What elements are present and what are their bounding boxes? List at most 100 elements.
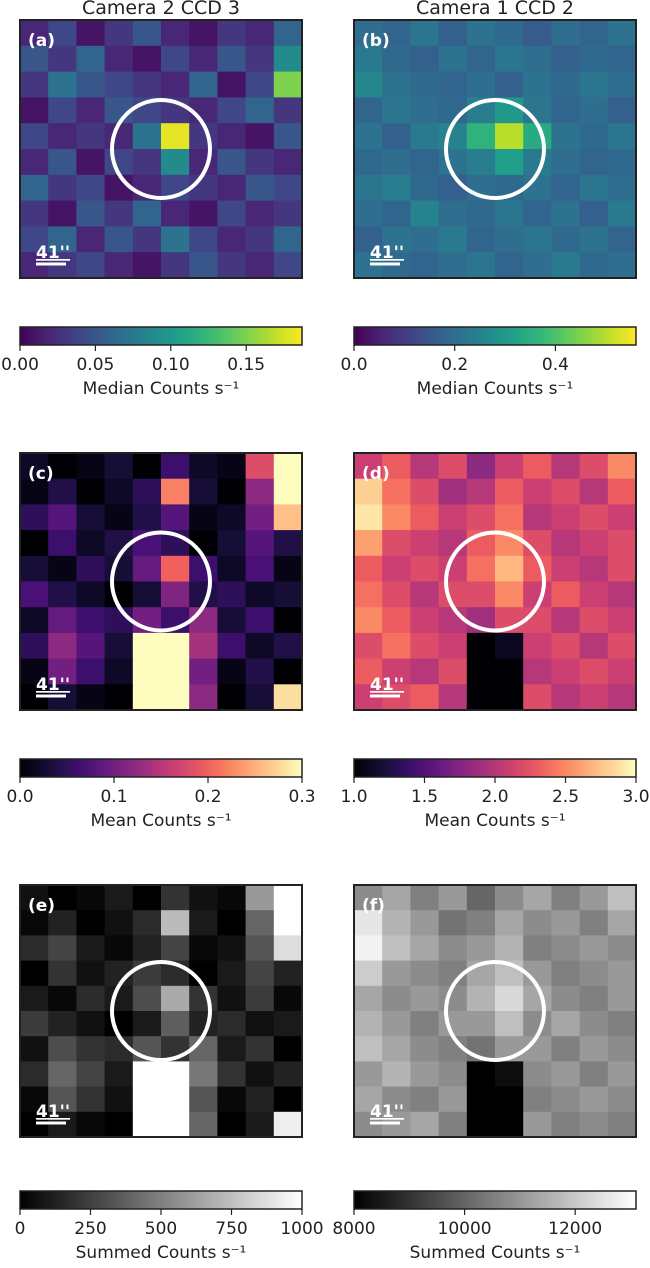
panel-label: (d) (362, 464, 390, 484)
heatmap-cell (217, 1061, 247, 1088)
colorbar-tick-label: 0.4 (542, 355, 569, 375)
heatmap-cell (495, 20, 524, 47)
heatmap-cell (132, 453, 162, 480)
heatmap-cell (579, 555, 609, 582)
heatmap-cell (579, 97, 609, 124)
heatmap-cell (438, 985, 468, 1012)
heatmap-cell (217, 960, 247, 987)
heatmap-cell (607, 658, 637, 685)
heatmap-cell (382, 632, 411, 660)
heatmap-cell (495, 45, 524, 73)
heatmap-cell (245, 581, 275, 608)
heatmap-cell (410, 885, 440, 911)
heatmap-cell (438, 1086, 468, 1113)
heatmap-cell (410, 174, 440, 202)
heatmap-cell (132, 885, 162, 911)
heatmap-cell (438, 200, 468, 227)
heatmap-cell (410, 504, 440, 531)
heatmap-cell (495, 935, 524, 962)
heatmap-cell (217, 504, 247, 531)
colorbar-tick-label: 0.15 (227, 355, 265, 375)
heatmap-cell (76, 658, 106, 685)
heatmap-cell (495, 1111, 524, 1138)
heatmap-cell (410, 45, 440, 73)
heatmap-cell (354, 200, 383, 227)
heatmap-cell (48, 1036, 77, 1062)
heatmap-cell (410, 97, 440, 124)
heatmap-cell (76, 581, 106, 608)
heatmap-cell (438, 885, 468, 911)
heatmap-cell (76, 478, 106, 505)
heatmap-cell (410, 658, 440, 685)
heatmap-cell (579, 1036, 609, 1062)
heatmap-cell (245, 658, 275, 685)
heatmap-cell (20, 1086, 49, 1113)
heatmap-cell (189, 935, 218, 962)
heatmap-cell (48, 174, 77, 202)
heatmap-cell (273, 123, 303, 150)
heatmap-cell (607, 97, 637, 124)
heatmap-cell (76, 910, 106, 936)
heatmap-cell (579, 1011, 609, 1037)
heatmap-cell (217, 935, 247, 962)
heatmap-cell (217, 1086, 247, 1113)
heatmap-cell (579, 200, 609, 227)
heatmap-cell (161, 555, 190, 582)
heatmap-cell (104, 252, 134, 279)
panel-label: (b) (362, 31, 390, 51)
heatmap-cell (132, 555, 162, 582)
colorbar-label: Median Counts s⁻¹ (83, 379, 240, 399)
heatmap-cell (132, 632, 162, 660)
heatmap-cell (382, 20, 411, 47)
heatmap-cell (607, 1011, 637, 1037)
heatmap-cell (607, 632, 637, 660)
heatmap-cell (466, 1111, 496, 1138)
heatmap-cell (189, 885, 218, 911)
heatmap-cell (354, 478, 383, 505)
heatmap-cell (354, 226, 383, 253)
heatmap-cell (76, 960, 106, 987)
heatmap-cell (217, 226, 247, 253)
colorbar-tick-label: 0.1 (100, 787, 127, 807)
heatmap-cell (161, 20, 190, 47)
heatmap-cell (76, 632, 106, 660)
heatmap-cell (76, 1036, 106, 1062)
heatmap-cell (273, 530, 303, 557)
heatmap-cell (217, 658, 247, 685)
heatmap-cell (579, 985, 609, 1012)
heatmap-cell (438, 504, 468, 531)
heatmap-cell (217, 985, 247, 1012)
heatmap-cell (382, 985, 411, 1012)
heatmap-cell (245, 97, 275, 124)
heatmap-cell (410, 985, 440, 1012)
heatmap-cell (438, 658, 468, 685)
heatmap-cell (20, 45, 49, 73)
heatmap-cell (20, 174, 49, 202)
heatmap-cell (20, 935, 49, 962)
heatmap-cell (245, 123, 275, 150)
heatmap-cell (551, 149, 581, 176)
heatmap-cell (245, 885, 275, 911)
colorbar (353, 326, 637, 346)
heatmap-cell (273, 684, 303, 711)
colorbar-tick-label: 2.5 (552, 787, 579, 807)
panel-frame (19, 884, 303, 1138)
heatmap-cell (273, 960, 303, 987)
heatmap-cell (607, 1111, 637, 1138)
heatmap-cell (245, 149, 275, 176)
heatmap-cell (354, 45, 383, 73)
heatmap-cell (245, 174, 275, 202)
heatmap-cell (20, 149, 49, 176)
heatmap-cell (466, 20, 496, 47)
heatmap-cell (495, 226, 524, 253)
heatmap-cell (410, 1036, 440, 1062)
heatmap-cell (551, 97, 581, 124)
heatmap-cell (217, 149, 247, 176)
heatmap-cell (76, 20, 106, 47)
heatmap-cell (20, 226, 49, 253)
heatmap-cell (551, 960, 581, 987)
heatmap-cell (551, 581, 581, 608)
heatmap-cell (76, 885, 106, 911)
heatmap-cell (245, 200, 275, 227)
heatmap-cell (217, 45, 247, 73)
